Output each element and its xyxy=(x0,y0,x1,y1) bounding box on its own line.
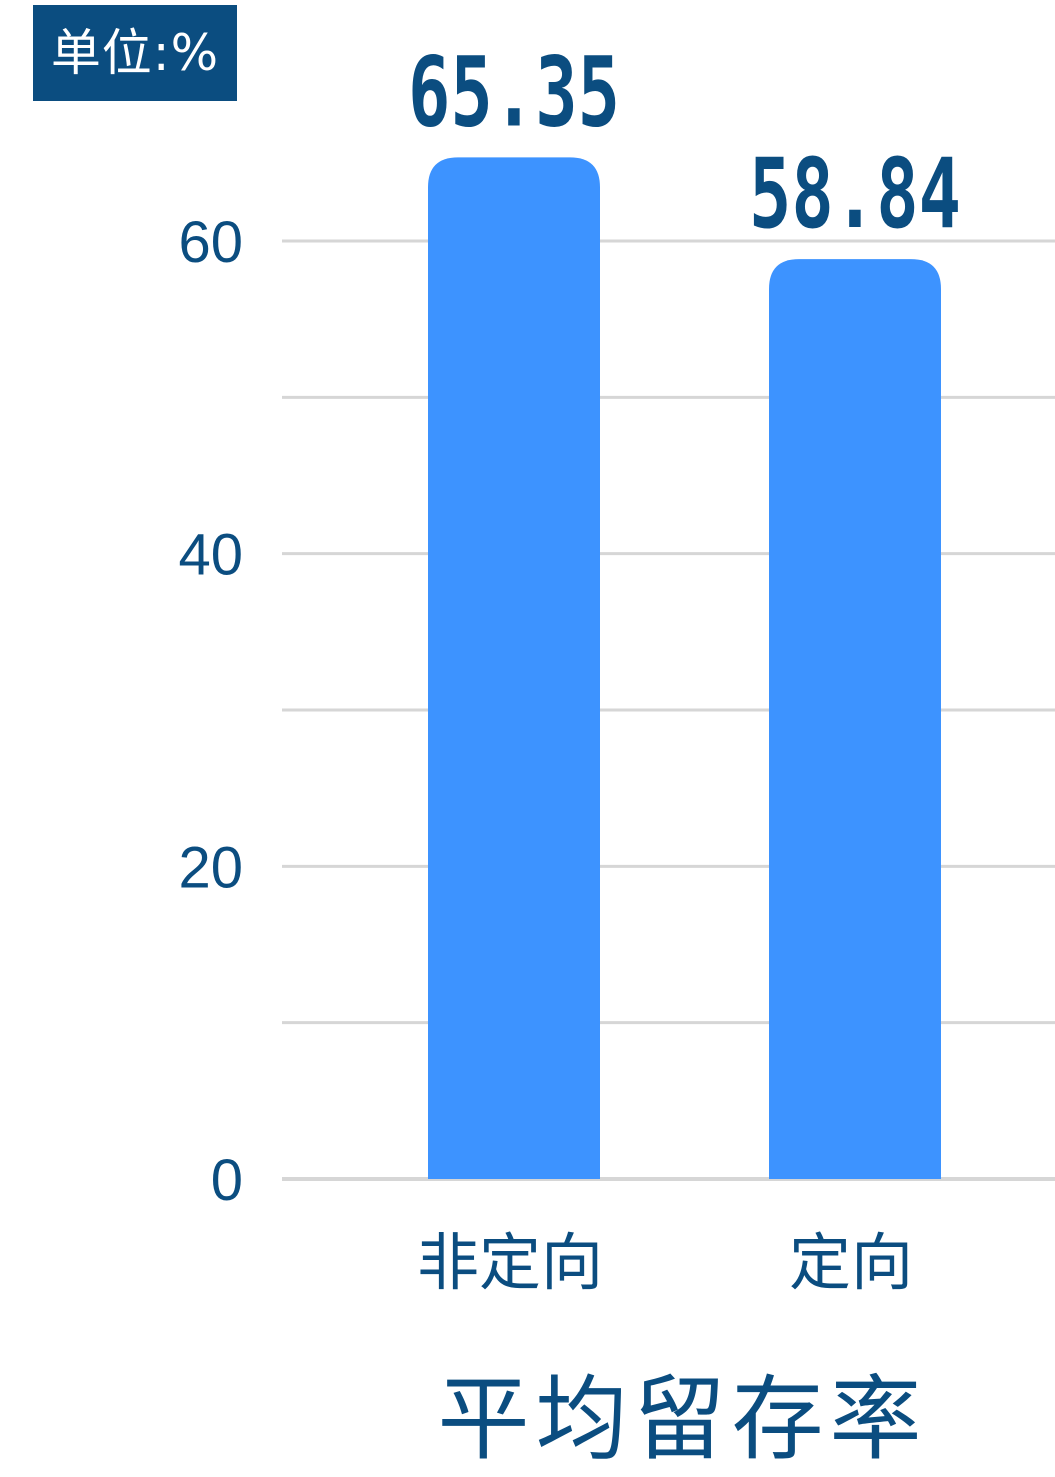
unit-badge: 单位:% xyxy=(33,5,237,101)
x-tick-label: 定向 xyxy=(789,1226,913,1299)
y-axis-ticks: 0 20 40 60 xyxy=(178,210,243,1213)
y-tick-label: 40 xyxy=(178,523,243,588)
x-tick-label: 非定向 xyxy=(417,1226,603,1299)
chart-title: 平均留存率 xyxy=(437,1366,928,1473)
y-tick-label: 20 xyxy=(178,835,243,900)
x-axis-ticks: 非定向 定向 xyxy=(417,1226,913,1299)
bar-2 xyxy=(769,259,941,1180)
data-label-1: 65.35 xyxy=(408,36,620,148)
bar-chart: 0 20 40 60 65.35 58.84 非定向 定向 xyxy=(178,36,1055,1299)
data-label-2: 58.84 xyxy=(749,138,961,250)
bars xyxy=(428,157,941,1180)
data-labels: 65.35 58.84 xyxy=(408,36,961,250)
bar-1 xyxy=(428,157,600,1179)
y-tick-label: 0 xyxy=(211,1148,243,1213)
y-tick-label: 60 xyxy=(178,210,243,275)
